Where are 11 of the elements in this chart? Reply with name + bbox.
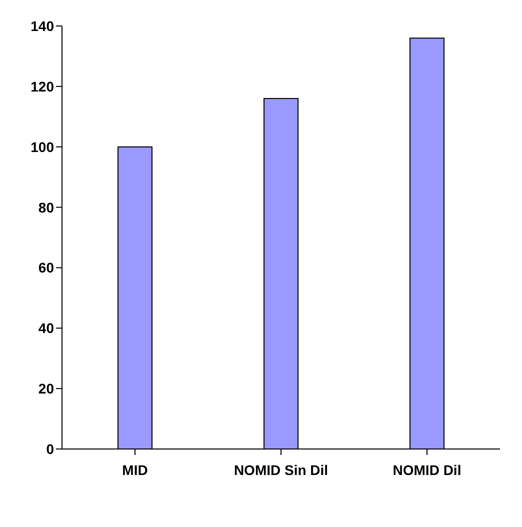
y-tick-label: 0 xyxy=(46,440,54,457)
y-tick-label: 20 xyxy=(38,380,54,397)
y-tick-label: 120 xyxy=(30,78,54,94)
y-tick-label: 140 xyxy=(30,18,54,34)
y-tick-label: 40 xyxy=(38,320,54,336)
y-tick-label: 80 xyxy=(38,199,54,216)
x-tick-label: NOMID Dil xyxy=(392,462,462,478)
x-tick-label: NOMID Sin Dil xyxy=(234,462,328,478)
y-tick-label: 60 xyxy=(38,260,54,276)
x-tick-label: MID xyxy=(122,462,148,478)
y-tick-label: 100 xyxy=(30,138,54,155)
